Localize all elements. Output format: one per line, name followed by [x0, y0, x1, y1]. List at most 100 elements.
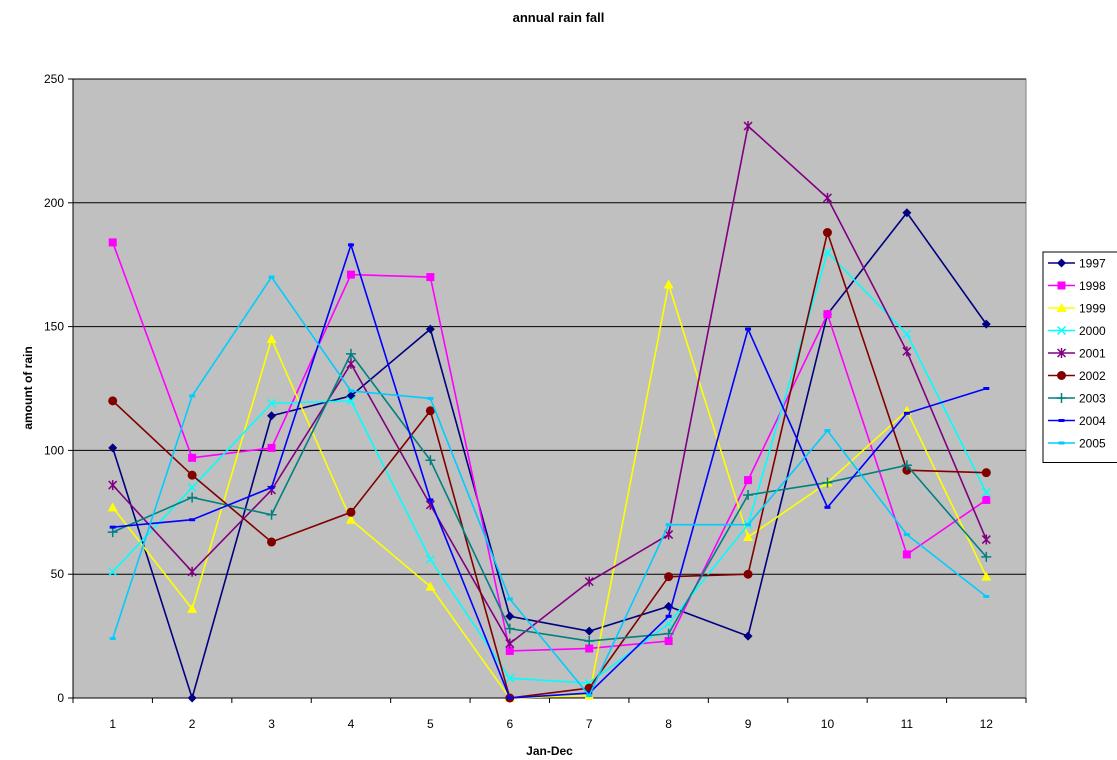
legend-box — [1042, 251, 1117, 463]
x-tick-label: 9 — [745, 717, 752, 731]
data-point-2002 — [346, 507, 356, 517]
data-point-2002 — [108, 396, 118, 406]
legend-marker-2000 — [1056, 325, 1067, 336]
data-point-2001 — [822, 192, 832, 203]
data-point-2004 — [745, 327, 752, 331]
data-point-2000 — [664, 619, 674, 629]
series-line-2003 — [112, 352, 987, 642]
data-point-2000 — [108, 567, 118, 577]
legend-label-2000: 2000 — [1079, 324, 1106, 338]
legend-marker-1997 — [1057, 258, 1066, 268]
y-tick-label: 250 — [44, 72, 64, 86]
plot-area — [72, 78, 1027, 699]
data-point-2005 — [347, 389, 354, 393]
data-point-2005 — [427, 396, 434, 400]
legend-marker-2003 — [1056, 393, 1067, 403]
legend-label-2002: 2002 — [1079, 369, 1106, 383]
data-point-2003 — [504, 623, 515, 634]
data-point-2003 — [663, 628, 674, 639]
data-point-2004 — [189, 518, 196, 522]
data-point-1999 — [266, 333, 277, 343]
legend-label-1997: 1997 — [1079, 257, 1106, 271]
data-point-1998 — [346, 270, 355, 279]
data-point-2001 — [743, 121, 753, 132]
data-point-2005 — [824, 429, 831, 433]
data-point-2004 — [983, 387, 990, 390]
data-point-1997 — [505, 611, 515, 621]
data-point-2005 — [586, 694, 593, 698]
data-point-2003 — [743, 489, 754, 500]
data-point-2000 — [822, 247, 832, 257]
data-point-2002 — [187, 470, 197, 480]
legend-label-2003: 2003 — [1079, 392, 1106, 406]
data-point-2005 — [745, 523, 752, 527]
data-point-2000 — [981, 487, 991, 498]
series-line-2005 — [111, 275, 987, 698]
legend-marker-1999 — [1056, 303, 1067, 312]
data-point-2002 — [743, 569, 753, 579]
series-line-2001 — [112, 124, 988, 645]
data-point-2000 — [425, 554, 435, 564]
data-point-1997 — [425, 324, 435, 334]
y-tick-label: 150 — [44, 320, 64, 334]
data-point-1997 — [743, 631, 753, 641]
data-point-1998 — [267, 443, 276, 452]
data-point-1998 — [108, 238, 117, 247]
x-tick-label: 5 — [427, 717, 434, 731]
legend-marker-2004 — [1058, 419, 1065, 422]
data-point-2004 — [665, 614, 672, 618]
x-tick-label: 4 — [348, 717, 355, 731]
data-point-2005 — [506, 597, 513, 601]
series-line-2004 — [112, 242, 987, 699]
data-point-2004 — [109, 525, 116, 529]
data-point-2002 — [981, 468, 991, 478]
data-point-2003 — [345, 348, 356, 359]
legend-label-1999: 1999 — [1079, 302, 1106, 316]
data-point-2004 — [347, 243, 354, 247]
y-tick-label: 200 — [44, 196, 64, 210]
data-point-2001 — [346, 358, 356, 369]
y-tick-label: 50 — [51, 567, 65, 581]
data-point-1997 — [108, 443, 118, 453]
series-line-2000 — [112, 250, 988, 684]
data-point-1999 — [187, 603, 198, 613]
data-point-1998 — [664, 637, 673, 646]
y-tick-label: 100 — [44, 443, 64, 457]
y-axis-title: amount of rain — [21, 346, 35, 430]
data-point-2004 — [427, 498, 434, 502]
series-line-1997 — [111, 211, 987, 701]
data-point-2005 — [983, 594, 990, 598]
data-point-2003 — [425, 455, 436, 466]
data-point-1997 — [902, 208, 912, 218]
data-point-2001 — [505, 638, 515, 649]
x-tick-label: 8 — [665, 717, 672, 731]
x-tick-label: 2 — [189, 717, 196, 731]
x-axis-title: Jan-Dec — [526, 744, 573, 758]
data-point-2004 — [586, 691, 593, 695]
legend-marker-2001 — [1056, 348, 1067, 358]
data-point-2004 — [903, 411, 910, 415]
data-point-2001 — [981, 534, 991, 545]
data-point-1997 — [187, 693, 197, 703]
data-point-1998 — [585, 644, 594, 653]
data-point-2002 — [425, 406, 435, 416]
legend-marker-2005 — [1058, 441, 1065, 445]
data-point-2005 — [268, 275, 275, 279]
x-tick-label: 1 — [109, 717, 116, 731]
data-point-2005 — [109, 637, 116, 641]
series-line-1999 — [112, 284, 988, 699]
y-tick-label: 0 — [57, 691, 64, 705]
data-point-1998 — [744, 476, 753, 485]
data-point-2000 — [187, 483, 197, 493]
data-point-2003 — [822, 477, 833, 488]
data-point-1999 — [981, 571, 992, 581]
data-point-1997 — [584, 626, 594, 636]
data-point-2003 — [187, 492, 198, 503]
data-point-1997 — [981, 319, 991, 329]
data-point-2000 — [902, 329, 912, 339]
data-point-1999 — [425, 581, 436, 591]
data-point-2003 — [584, 636, 595, 647]
data-point-2003 — [981, 551, 992, 562]
